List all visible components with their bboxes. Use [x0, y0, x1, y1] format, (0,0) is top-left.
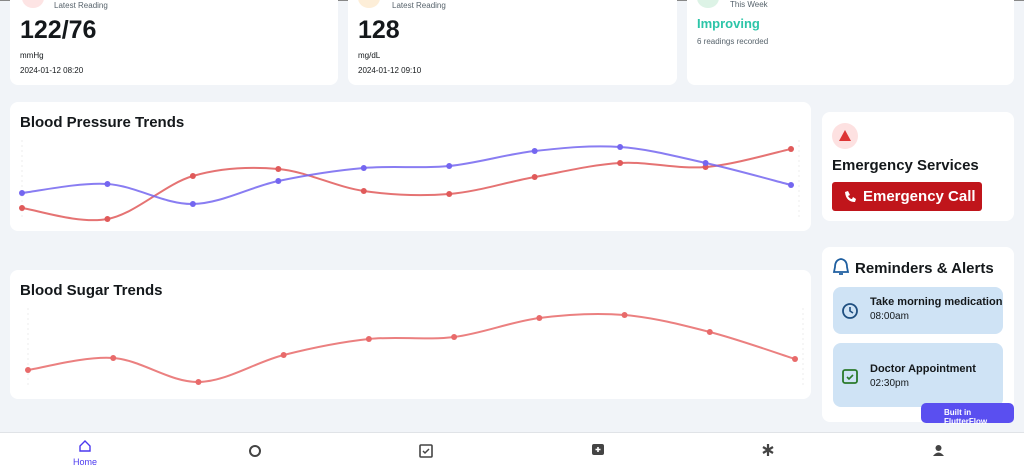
data-point [195, 379, 202, 385]
chart-title: Blood Pressure Trends [20, 114, 185, 131]
timestamp: 2024-01-12 08:20 [20, 66, 84, 75]
badge-label: Built in FlutterFlow [944, 408, 988, 426]
label: This Week [730, 0, 768, 9]
emergency-card: Emergency Services Emergency Call [822, 112, 1014, 221]
data-point [531, 174, 538, 180]
unit: mg/dL [358, 51, 381, 60]
nav-icon[interactable] [761, 443, 775, 457]
data-point [446, 163, 453, 169]
icon [358, 0, 380, 8]
sugar-card[interactable]: Latest Reading 128 mg/dL 2024-01-12 09:1… [348, 0, 677, 85]
label: Latest Reading [392, 1, 446, 10]
icon [22, 0, 44, 8]
week-card[interactable]: This Week Improving 6 readings recorded [687, 0, 1014, 85]
data-point [280, 352, 287, 358]
series-line [27, 312, 796, 384]
data-point [788, 146, 794, 152]
chart-card: Blood Sugar Trends [10, 270, 811, 399]
data-point [25, 367, 31, 373]
data-point [788, 182, 794, 188]
value: 122/76 [20, 16, 97, 44]
reminder-time: 08:00am [870, 311, 909, 322]
data-point [446, 191, 453, 197]
nav-icon[interactable] [248, 444, 262, 458]
data-point [702, 160, 709, 166]
flutterflow-badge[interactable]: Built in FlutterFlow [921, 403, 1014, 426]
data-point [536, 315, 543, 321]
icon [697, 0, 719, 8]
label: Latest Reading [54, 1, 108, 10]
reminder-title: Take morning medication [870, 296, 1003, 308]
data-point [617, 160, 624, 166]
reminders-card: Reminders & Alerts Take morning medicati… [822, 247, 1014, 422]
note: 6 readings recorded [697, 37, 769, 46]
data-point [531, 148, 538, 154]
bottom-nav: Home [0, 432, 1024, 467]
bell-icon [832, 258, 850, 275]
reminder[interactable]: Take morning medication 08:00am [833, 287, 1003, 334]
emergency-button[interactable]: Emergency Call [832, 182, 982, 211]
data-point [110, 355, 117, 361]
data-point [275, 166, 282, 172]
data-point [189, 201, 196, 207]
chart [19, 140, 800, 222]
chart [25, 308, 804, 388]
nav-home[interactable]: Home [60, 439, 110, 467]
nav-icon[interactable] [591, 443, 605, 457]
reminder-title: Doctor Appointment [870, 363, 976, 375]
data-point [451, 334, 458, 340]
value: 128 [358, 16, 400, 44]
nav-icon[interactable] [932, 444, 945, 457]
bp-card[interactable]: Latest Reading 122/76 mmHg 2024-01-12 08… [10, 0, 338, 85]
alert-icon [832, 123, 858, 149]
nav-icon[interactable] [419, 443, 433, 458]
unit: mmHg [20, 51, 44, 60]
data-point [275, 178, 282, 184]
emergency-title: Emergency Services [832, 157, 979, 174]
data-point [792, 356, 798, 362]
data-point [621, 312, 628, 318]
chart-title: Blood Sugar Trends [20, 282, 163, 299]
timestamp: 2024-01-12 09:10 [358, 66, 422, 75]
button-label: Emergency Call [863, 188, 976, 205]
reminders-title: Reminders & Alerts [855, 260, 994, 277]
reminder[interactable]: Doctor Appointment 02:30pm [833, 343, 1003, 407]
nav-label: Home [72, 457, 97, 467]
data-point [104, 216, 111, 222]
data-point [19, 205, 25, 211]
series-line [21, 148, 792, 222]
data-point [360, 188, 367, 194]
status: Improving [697, 16, 760, 31]
data-point [189, 173, 196, 179]
data-point [19, 190, 25, 196]
data-point [365, 336, 372, 342]
data-point [706, 329, 713, 335]
data-point [104, 181, 111, 187]
chart-card: Blood Pressure Trends [10, 102, 811, 231]
series-line [21, 145, 792, 206]
data-point [360, 165, 367, 171]
reminder-time: 02:30pm [870, 378, 909, 389]
data-point [617, 144, 624, 150]
